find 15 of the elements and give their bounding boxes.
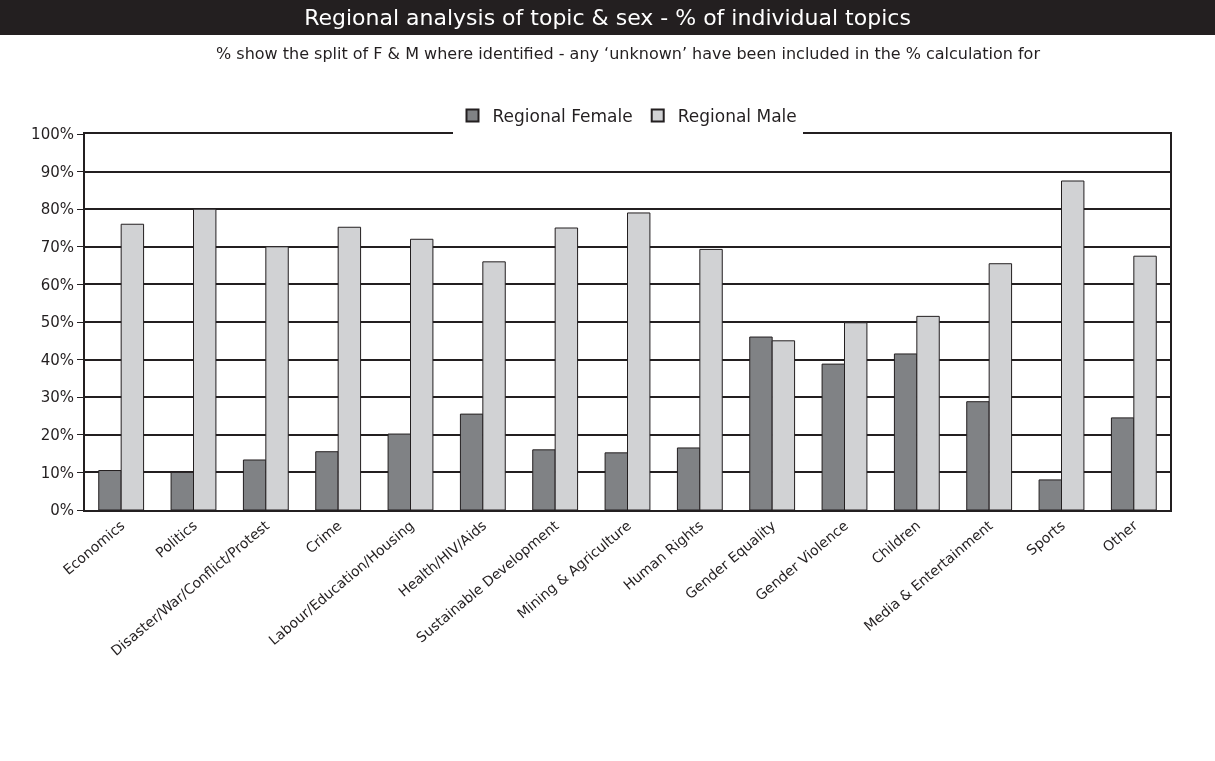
- y-tick-label: 10%: [40, 463, 74, 482]
- y-tick-label: 20%: [40, 426, 74, 445]
- y-tick-label: 100%: [31, 125, 74, 144]
- y-tick-label: 30%: [40, 388, 74, 407]
- y-tick-label: 80%: [40, 200, 74, 219]
- y-tick-label: 70%: [40, 238, 74, 257]
- legend-label: Regional Male: [677, 106, 797, 127]
- chart-title: Regional analysis of topic & sex - % of individual topics: [304, 4, 911, 30]
- y-tick-label: 40%: [40, 350, 74, 369]
- y-tick-label: 0%: [50, 501, 74, 520]
- y-tick-label: 60%: [40, 275, 74, 294]
- y-tick-label: 90%: [40, 162, 74, 181]
- y-tick-label: 50%: [40, 313, 74, 332]
- chart-subtitle: % show the split of F & M where identified - any ‘unknown’ have been included in the % calculation for: [216, 44, 1041, 63]
- legend-label: Regional Female: [492, 106, 633, 127]
